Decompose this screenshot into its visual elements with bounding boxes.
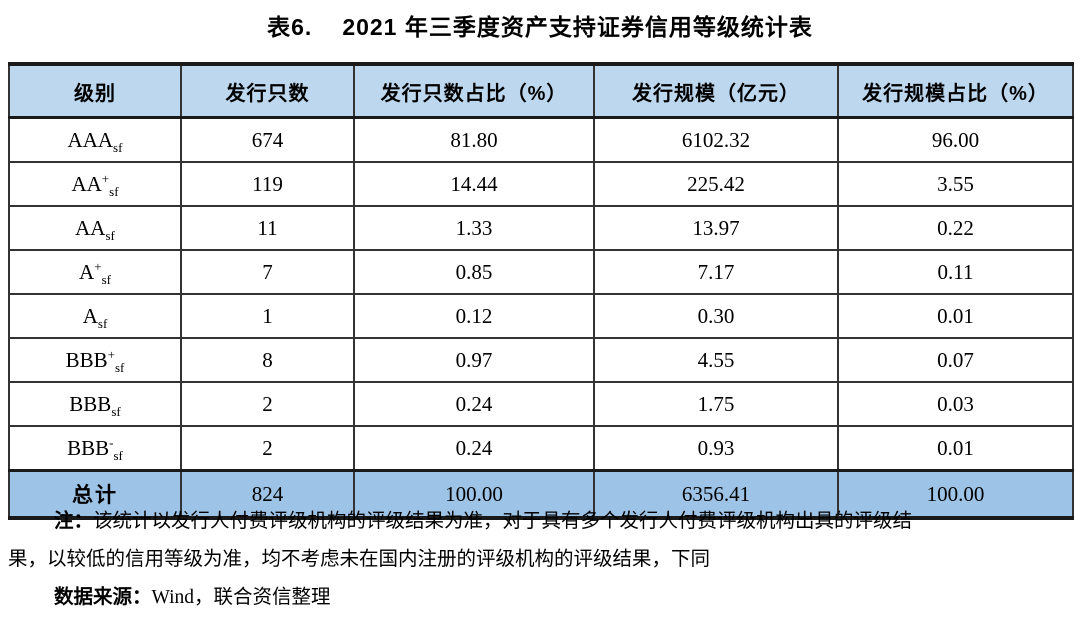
rating-base: AAA xyxy=(67,127,114,152)
rating-cell: BBBsf xyxy=(8,381,182,427)
rating-sub: sf xyxy=(105,227,115,243)
rating-cell: A+sf xyxy=(8,249,182,295)
rating-sup: + xyxy=(107,346,115,362)
table-row-aa-plus: AA+sf 119 14.44 225.42 3.55 xyxy=(8,161,1074,207)
total-count: 824 xyxy=(180,469,355,519)
table-row-bbb: BBBsf 2 0.24 1.75 0.03 xyxy=(8,381,1074,427)
rating-cell: BBB+sf xyxy=(8,337,182,383)
rating-base: BBB xyxy=(69,391,112,416)
scale-cell: 0.93 xyxy=(593,425,839,472)
footnote: 注：该统计以发行人付费评级机构的评级结果为准，对于具有多个发行人付费评级机构出具… xyxy=(8,503,1072,617)
rating-base: A xyxy=(79,259,95,284)
total-scale: 6356.41 xyxy=(593,469,839,519)
header-row: 级别 发行只数 发行只数占比（%） 发行规模（亿元） 发行规模占比（%） xyxy=(8,63,1074,119)
ratings-table: 级别 发行只数 发行只数占比（%） 发行规模（亿元） 发行规模占比（%） AAA… xyxy=(8,62,1074,520)
scale-pct-cell: 0.01 xyxy=(837,425,1074,472)
col-header-issue-count: 发行只数 xyxy=(180,63,355,119)
table-row-aa: AAsf 11 1.33 13.97 0.22 xyxy=(8,205,1074,251)
count-pct-cell: 14.44 xyxy=(353,161,595,207)
scale-pct-cell: 0.11 xyxy=(837,249,1074,295)
scale-cell: 4.55 xyxy=(593,337,839,383)
rating-sub: sf xyxy=(113,447,123,463)
count-cell: 2 xyxy=(180,425,355,472)
rating-cell: Asf xyxy=(8,293,182,339)
scale-cell: 7.17 xyxy=(593,249,839,295)
count-pct-cell: 0.97 xyxy=(353,337,595,383)
scale-cell: 13.97 xyxy=(593,205,839,251)
count-cell: 674 xyxy=(180,116,355,163)
footnote-text-1: 该统计以发行人付费评级机构的评级结果为准，对于具有多个发行人付费评级机构出具的评… xyxy=(93,511,913,532)
scale-cell: 0.30 xyxy=(593,293,839,339)
col-header-issue-scale: 发行规模（亿元） xyxy=(593,63,839,119)
table-row-a-plus: A+sf 7 0.85 7.17 0.11 xyxy=(8,249,1074,295)
scale-pct-cell: 96.00 xyxy=(837,116,1074,163)
count-pct-cell: 0.24 xyxy=(353,425,595,472)
rating-base: AA xyxy=(71,171,102,196)
rating-cell: AAsf xyxy=(8,205,182,251)
table-row-bbb-minus: BBB-sf 2 0.24 0.93 0.01 xyxy=(8,425,1074,472)
rating-sub: sf xyxy=(101,271,111,287)
total-count-pct: 100.00 xyxy=(353,469,595,519)
col-header-issue-scale-pct: 发行规模占比（%） xyxy=(837,63,1074,119)
count-cell: 7 xyxy=(180,249,355,295)
scale-pct-cell: 0.03 xyxy=(837,381,1074,427)
rating-sub: sf xyxy=(109,183,119,199)
rating-sub: sf xyxy=(97,315,108,331)
total-label: 总计 xyxy=(8,469,182,519)
table-row-aaa: AAAsf 674 81.80 6102.32 96.00 xyxy=(8,116,1074,163)
count-pct-cell: 0.24 xyxy=(353,381,595,427)
rating-base: A xyxy=(82,303,98,328)
rating-base: AA xyxy=(75,215,106,240)
count-pct-cell: 0.85 xyxy=(353,249,595,295)
data-source-text: Wind，联合资信整理 xyxy=(151,587,331,608)
footnote-line-1: 注：该统计以发行人付费评级机构的评级结果为准，对于具有多个发行人付费评级机构出具… xyxy=(8,503,1072,541)
rating-base: BBB xyxy=(65,347,108,372)
scale-pct-cell: 0.22 xyxy=(837,205,1074,251)
page-title: 表6. 2021 年三季度资产支持证券信用等级统计表 xyxy=(0,8,1080,42)
count-pct-cell: 81.80 xyxy=(353,116,595,163)
scale-cell: 6102.32 xyxy=(593,116,839,163)
table-number: 表6. xyxy=(267,14,313,40)
data-source-line: 数据来源：Wind，联合资信整理 xyxy=(8,579,1072,617)
rating-base: BBB xyxy=(67,435,110,460)
rating-sup: + xyxy=(94,258,102,274)
count-cell: 1 xyxy=(180,293,355,339)
count-pct-cell: 1.33 xyxy=(353,205,595,251)
count-cell: 2 xyxy=(180,381,355,427)
rating-cell: AAAsf xyxy=(8,116,182,163)
scale-cell: 1.75 xyxy=(593,381,839,427)
scale-pct-cell: 0.07 xyxy=(837,337,1074,383)
count-cell: 119 xyxy=(180,161,355,207)
rating-sub: sf xyxy=(111,403,121,419)
rating-sup: + xyxy=(101,170,110,186)
rating-sup: - xyxy=(109,434,114,450)
scale-pct-cell: 0.01 xyxy=(837,293,1074,339)
rating-cell: AA+sf xyxy=(8,161,182,207)
col-header-level: 级别 xyxy=(8,63,182,119)
table-row-bbb-plus: BBB+sf 8 0.97 4.55 0.07 xyxy=(8,337,1074,383)
scale-pct-cell: 3.55 xyxy=(837,161,1074,207)
count-pct-cell: 0.12 xyxy=(353,293,595,339)
col-header-issue-count-pct: 发行只数占比（%） xyxy=(353,63,595,119)
data-source-label: 数据来源： xyxy=(54,587,152,608)
footnote-line-2: 果，以较低的信用等级为准，均不考虑未在国内注册的评级机构的评级结果，下同 xyxy=(8,549,711,570)
count-cell: 11 xyxy=(180,205,355,251)
rating-cell: BBB-sf xyxy=(8,425,182,472)
total-scale-pct: 100.00 xyxy=(837,469,1074,519)
rating-sub: sf xyxy=(113,139,123,155)
count-cell: 8 xyxy=(180,337,355,383)
table-title-text: 2021 年三季度资产支持证券信用等级统计表 xyxy=(342,14,813,40)
scale-cell: 225.42 xyxy=(593,161,839,207)
total-row: 总计 824 100.00 6356.41 100.00 xyxy=(8,469,1074,519)
rating-sub: sf xyxy=(114,359,125,375)
table-row-a: Asf 1 0.12 0.30 0.01 xyxy=(8,293,1074,339)
footnote-label: 注： xyxy=(54,511,94,532)
